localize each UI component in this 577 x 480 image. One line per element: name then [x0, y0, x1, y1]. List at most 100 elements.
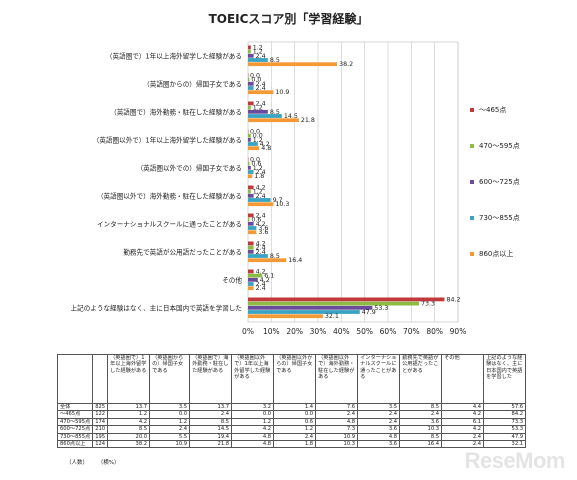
- bar: [248, 273, 263, 278]
- table-cell: 4.8: [357, 432, 401, 442]
- table-cell: 7.3: [315, 425, 359, 434]
- table-cell: 2.4: [273, 432, 317, 442]
- table-cell: 10.3: [399, 425, 443, 434]
- bar-value-label: 0.6: [251, 217, 261, 224]
- legend-swatch: [470, 216, 474, 220]
- table-cell: 10.9: [315, 432, 359, 442]
- table-cell: 1.8: [273, 440, 317, 449]
- bar: [248, 245, 254, 250]
- table-row: 600～725点 210 8.5 2.4 14.5 4.2 1.2 7.3 3.6 10.3 4.2…: [56, 425, 527, 434]
- bar: [248, 101, 254, 106]
- bar-value-label: 6.1: [264, 273, 274, 280]
- table-cell: 2.4: [357, 410, 401, 419]
- table-row: 730～855点 195 20.0 5.5 19.4 4.8 2.4 10.9 4.8 8.5 2.…: [56, 432, 527, 442]
- bar: [248, 198, 271, 202]
- header-blank: [56, 354, 94, 404]
- category-label: （英語圏で）1年以上海外留学した経験がある: [106, 52, 242, 61]
- table-header-row: （英語圏で）1年以上海外留学した経験がある （英語圏からの）帰国子女である （英語圏…: [56, 354, 527, 404]
- unit-pct-label: （横%）: [97, 460, 120, 466]
- table-cell: 4.2: [107, 417, 151, 427]
- table-cell: 2.4: [441, 432, 485, 442]
- legend-label: 600～725点: [479, 178, 520, 186]
- column-header: その他: [441, 354, 485, 404]
- row-label: 860点以上: [56, 440, 94, 449]
- bar: [248, 297, 445, 302]
- row-count: 174: [92, 417, 109, 427]
- row-label: 600～725点: [56, 425, 94, 434]
- bar: [248, 58, 268, 62]
- bar: [248, 221, 254, 226]
- bar-value-label: 2.4: [256, 249, 266, 256]
- bar-value-label: 4.2: [256, 268, 266, 275]
- table-cell: 8.5: [189, 417, 233, 427]
- column-header: インターナショナルスクールに通ったことがある: [357, 354, 401, 404]
- table-cell: 13.7: [107, 402, 151, 412]
- bar-value-label: 2.4: [256, 169, 266, 176]
- row-label: ～465点: [56, 410, 94, 419]
- table-cell: 8.5: [399, 432, 443, 442]
- legend-label: 730～855点: [479, 214, 520, 222]
- bar: [248, 269, 254, 274]
- table-cell: 21.8: [189, 440, 233, 449]
- bar: [248, 185, 254, 190]
- bar: [248, 305, 373, 310]
- table-cell: 20.0: [107, 432, 151, 442]
- watermark-logo: ReseMom: [464, 448, 566, 473]
- bar: [248, 230, 257, 235]
- legend-swatch: [470, 252, 474, 256]
- bar-value-label: 14.5: [284, 113, 298, 120]
- table-cell: 4.2: [231, 425, 275, 434]
- table-cell: 2.4: [315, 410, 359, 419]
- bar-value-label: 4.8: [261, 145, 271, 152]
- table-row: 470～595点 174 4.2 1.2 8.5 1.2 0.6 4.8 2.4 3.6 6.1 73…: [56, 417, 527, 427]
- bar: [248, 137, 251, 142]
- table-cell: 3.5: [357, 402, 401, 412]
- table-row: 全体 825 13.7 3.5 13.7 3.2 1.4 7.6 3.5 8.5 4.4 57.6: [56, 402, 527, 412]
- bar-value-label: 84.2: [446, 296, 460, 303]
- table-units: （人数） （横%）: [66, 458, 128, 466]
- bar-value-label: 2.4: [256, 245, 266, 252]
- bar-value-label: 4.2: [256, 240, 266, 247]
- x-tick-label: 10%: [263, 327, 280, 336]
- bar-value-label: 2.4: [256, 100, 266, 107]
- table-cell: 2.4: [441, 440, 485, 449]
- bar-value-label: 32.1: [325, 313, 339, 320]
- table-cell: 8.5: [399, 402, 443, 412]
- bar: [248, 118, 299, 123]
- table-cell: 47.9: [483, 432, 527, 442]
- table-cell: 2.4: [189, 410, 233, 419]
- table-cell: 1.2: [107, 410, 151, 419]
- bar-value-label: 8.5: [270, 57, 280, 64]
- bar-value-label: 2.4: [256, 212, 266, 219]
- bar: [248, 202, 274, 207]
- bar-value-label: 2.4: [256, 81, 266, 88]
- data-table: （英語圏で）1年以上海外留学した経験がある （英語圏からの）帰国子女である （英語圏…: [56, 354, 527, 449]
- bar: [248, 114, 282, 118]
- bar-value-label: 0.0: [250, 72, 260, 79]
- bar: [248, 165, 251, 170]
- bar: [248, 62, 338, 67]
- table-cell: 2.4: [149, 425, 191, 434]
- row-label: 全体: [56, 402, 94, 412]
- row-label: 470～595点: [56, 417, 94, 427]
- x-tick-label: 0%: [242, 327, 254, 336]
- table-cell: 0.0: [231, 410, 275, 419]
- table-cell: 53.3: [483, 425, 527, 434]
- bar-value-label: 53.3: [374, 305, 388, 312]
- chart-title: TOEICスコア別「学習経験」: [208, 12, 369, 26]
- bar-value-label: 0.0: [251, 77, 261, 84]
- bar: [248, 286, 254, 291]
- bar-value-label: 1.2: [253, 165, 263, 172]
- table-cell: 4.4: [441, 402, 485, 412]
- bar: [248, 90, 274, 95]
- plot-area: [247, 41, 459, 323]
- legend-swatch: [470, 144, 474, 148]
- bar-value-label: 0.0: [250, 128, 260, 135]
- category-label: （英語圏で）海外勤務・駐在した経験がある: [110, 108, 242, 117]
- column-header: （英語圏以外からの）帰国子女である: [273, 354, 317, 404]
- x-tick-label: 80%: [426, 327, 443, 336]
- column-header: 上記のような経験はなく、主に日本国内で英語を学習した: [483, 354, 527, 404]
- bar: [248, 45, 251, 50]
- bar-value-label: 1.2: [253, 105, 263, 112]
- bar-value-label: 1.2: [253, 49, 263, 56]
